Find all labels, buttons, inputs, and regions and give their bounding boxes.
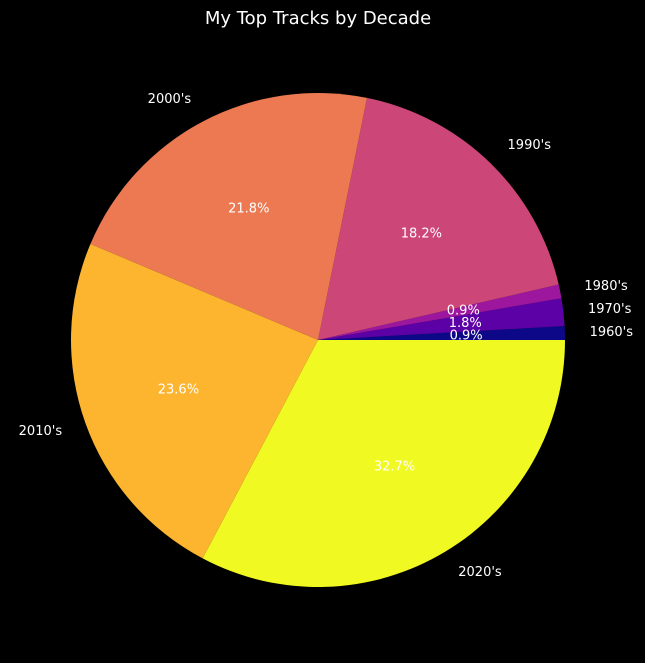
pie-slice-0 [318, 326, 565, 340]
pie-slice-6 [202, 340, 565, 587]
percent-label-4: 21.8% [228, 201, 269, 216]
pie-slice-3 [318, 97, 559, 341]
category-label-3: 1990's [508, 138, 552, 153]
category-label-6: 2020's [458, 565, 502, 580]
category-label-0: 1960's [590, 325, 634, 340]
percent-label-3: 18.2% [401, 226, 442, 241]
pie-slice-2 [318, 284, 562, 340]
category-label-2: 1980's [584, 279, 628, 294]
percent-label-1: 1.8% [449, 316, 482, 331]
pie-slice-5 [70, 243, 318, 559]
category-label-1: 1970's [588, 302, 632, 317]
pie-slices [70, 92, 565, 587]
percent-label-6: 32.7% [374, 459, 415, 474]
pie-slice-1 [318, 298, 565, 340]
pie-slice-4 [90, 92, 367, 340]
percent-labels: 0.9%1.8%0.9% 18.2% 21.8% 23.6% 32.7% [158, 201, 483, 474]
percent-label-5: 23.6% [158, 382, 199, 397]
percent-label-2: 0.9% [447, 303, 480, 318]
chart-title: My Top Tracks by Decade [205, 8, 431, 29]
category-label-4: 2000's [148, 92, 192, 107]
category-label-5: 2010's [19, 424, 63, 439]
category-labels: 1960's 1970's 1980's 1990's 2000's 2010's 2020… [19, 92, 634, 580]
percent-label-0: 0.9% [450, 328, 483, 343]
